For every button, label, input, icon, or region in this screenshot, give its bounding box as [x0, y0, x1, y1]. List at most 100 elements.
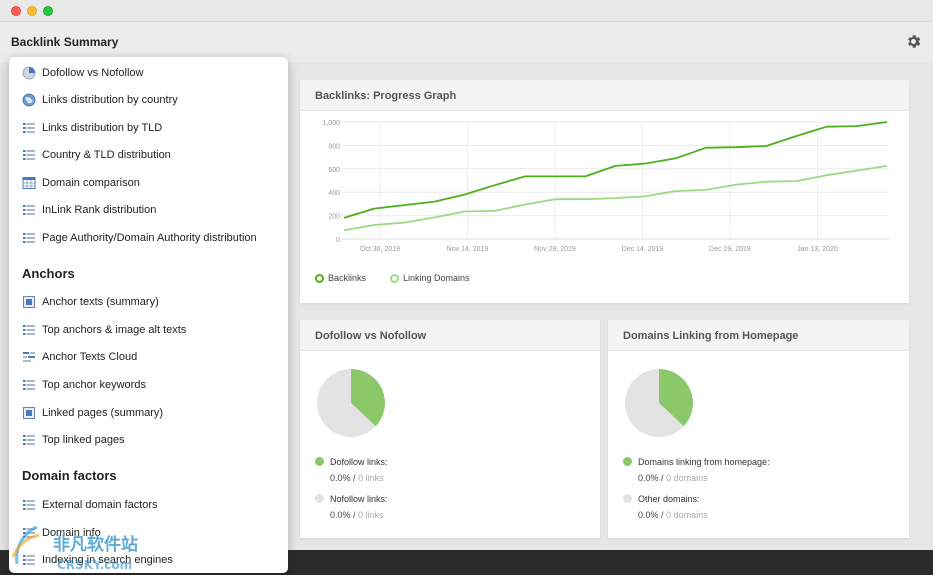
menu-item-domain-comparison[interactable]: Domain comparison [22, 173, 140, 193]
x-tick-label: Dec 14, 2019 [622, 246, 664, 253]
cloud-list-icon [22, 350, 36, 364]
homepage-linking-legend-item: Domains linking from homepage: 0.0% / 0 … [623, 457, 770, 483]
table-icon [22, 176, 36, 190]
menu-item-label: External domain factors [42, 499, 158, 511]
homepage-panel-title: Domains Linking from Homepage [608, 320, 909, 351]
page-title: Backlink Summary [11, 35, 119, 49]
dofollow-legend-item: Dofollow links: 0.0% / 0 links [315, 457, 388, 483]
menu-item-inlink-rank[interactable]: InLink Rank distribution [22, 200, 156, 220]
menu-item-label: Links distribution by TLD [42, 122, 163, 134]
other-domains-legend-item: Other domains: 0.0% / 0 domains [623, 494, 708, 520]
dofollow-separator: / [353, 473, 356, 483]
x-tick-label: Dec 29, 2019 [709, 246, 751, 253]
y-tick-label: 0 [336, 237, 340, 244]
list-icon [22, 203, 36, 217]
report-selector-menu: Dofollow vs Nofollow Links distribution … [9, 57, 288, 573]
homepage-pie-slice-1 [624, 369, 684, 437]
menu-item-top-anchors[interactable]: Top anchors & image alt texts [22, 320, 186, 340]
list-icon [22, 121, 36, 135]
nofollow-label: Nofollow links: [330, 494, 388, 504]
menu-item-indexing-search-engines[interactable]: Indexing in search engines [22, 550, 173, 570]
y-tick-label: 600 [328, 167, 340, 174]
menu-item-label: Indexing in search engines [42, 554, 173, 566]
menu-item-pa-da-distribution[interactable]: Page Authority/Domain Authority distribu… [22, 228, 257, 248]
menu-item-label: Anchor texts (summary) [42, 296, 159, 308]
nofollow-legend-item: Nofollow links: 0.0% / 0 links [315, 494, 388, 520]
dofollow-pie-chart [316, 369, 385, 437]
nofollow-dot [315, 494, 324, 503]
list-icon [22, 433, 36, 447]
menu-item-external-domain-factors[interactable]: External domain factors [22, 495, 158, 515]
menu-item-linked-pages-summary[interactable]: Linked pages (summary) [22, 403, 163, 423]
dofollow-panel-title: Dofollow vs Nofollow [300, 320, 600, 351]
window-titlebar [0, 0, 933, 22]
menu-item-links-by-country[interactable]: Links distribution by country [22, 90, 178, 110]
series-line-backlinks[interactable] [343, 121, 888, 219]
menu-item-label: Country & TLD distribution [42, 149, 171, 161]
dofollow-count: 0 links [358, 473, 384, 483]
legend-backlinks-marker [315, 273, 324, 283]
menu-item-label: Linked pages (summary) [42, 407, 164, 419]
menu-item-label: Dofollow vs Nofollow [42, 67, 144, 79]
menu-item-label: InLink Rank distribution [42, 204, 157, 216]
menu-item-label: Domain info [42, 527, 101, 539]
menu-item-label: Top anchor keywords [42, 379, 146, 391]
y-tick-label: 400 [328, 190, 340, 197]
minimize-window-button[interactable] [27, 6, 37, 16]
progress-line-chart: 0 200 400 600 800 1,000 Oct 30, 2019 Nov 14, 20… [322, 120, 889, 253]
menu-item-dofollow-vs-nofollow[interactable]: Dofollow vs Nofollow [22, 63, 143, 83]
homepage-linking-percent: 0.0% [638, 473, 659, 483]
gear-icon[interactable] [905, 33, 922, 50]
homepage-linking-separator: / [661, 473, 664, 483]
menu-item-country-tld-distribution[interactable]: Country & TLD distribution [22, 145, 171, 165]
other-domains-count: 0 domains [666, 510, 708, 520]
y-tick-label: 200 [328, 214, 340, 221]
nofollow-separator: / [353, 510, 356, 520]
menu-item-label: Page Authority/Domain Authority distribu… [42, 232, 257, 244]
menu-item-label: Anchor Texts Cloud [42, 351, 138, 363]
homepage-pie-slice-0 [659, 369, 693, 427]
nofollow-percent: 0.0% [330, 510, 351, 520]
dofollow-pie-slice-0 [351, 369, 385, 427]
svg-text:非凡软件站: 非凡软件站 [53, 534, 138, 555]
series-line-linking-domains[interactable] [343, 165, 888, 232]
other-domains-percent: 0.0% [638, 510, 659, 520]
homepage-linking-label: Domains linking from homepage: [638, 457, 770, 467]
legend-linking-domains-marker [390, 273, 399, 283]
menu-section-anchors: Anchors [22, 266, 75, 281]
menu-item-top-anchor-keywords[interactable]: Top anchor keywords [22, 375, 146, 395]
legend-linking-domains-label: Linking Domains [403, 273, 470, 283]
menu-item-label: Top linked pages [42, 434, 125, 446]
legend-backlinks-label: Backlinks [328, 273, 367, 283]
homepage-linking-dot [623, 457, 632, 466]
menu-item-label: Top anchors & image alt texts [42, 324, 187, 336]
close-window-button[interactable] [11, 6, 21, 16]
list-icon [22, 148, 36, 162]
maximize-window-button[interactable] [43, 6, 53, 16]
other-domains-separator: / [661, 510, 664, 520]
menu-item-anchor-texts-summary[interactable]: Anchor texts (summary) [22, 292, 159, 312]
watermark-logo: 非凡软件站 CRSKY.com [11, 525, 138, 572]
other-domains-label: Other domains: [638, 494, 700, 504]
dofollow-pie-slice-1 [316, 369, 376, 437]
legend-backlinks[interactable]: Backlinks [315, 273, 366, 283]
menu-item-anchor-texts-cloud[interactable]: Anchor Texts Cloud [22, 347, 137, 367]
menu-item-top-linked-pages[interactable]: Top linked pages [22, 430, 125, 450]
dofollow-label: Dofollow links: [330, 457, 388, 467]
other-domains-dot [623, 494, 632, 503]
list-icon [22, 498, 36, 512]
y-tick-label: 1,000 [322, 120, 340, 127]
summary-icon [22, 295, 36, 309]
x-tick-label: Jan 13, 2020 [797, 246, 838, 253]
list-icon [22, 231, 36, 245]
menu-section-domain-factors: Domain factors [22, 468, 117, 483]
progress-graph-title: Backlinks: Progress Graph [300, 80, 909, 111]
menu-item-label: Domain comparison [42, 177, 140, 189]
menu-item-label: Links distribution by country [42, 94, 178, 106]
pie-chart-icon [22, 66, 36, 80]
list-icon [22, 553, 36, 567]
summary-icon [22, 406, 36, 420]
domains-linking-homepage-panel: Domains Linking from Homepage Domains li… [608, 320, 909, 538]
legend-linking-domains[interactable]: Linking Domains [390, 273, 470, 283]
menu-item-links-by-tld[interactable]: Links distribution by TLD [22, 118, 162, 138]
